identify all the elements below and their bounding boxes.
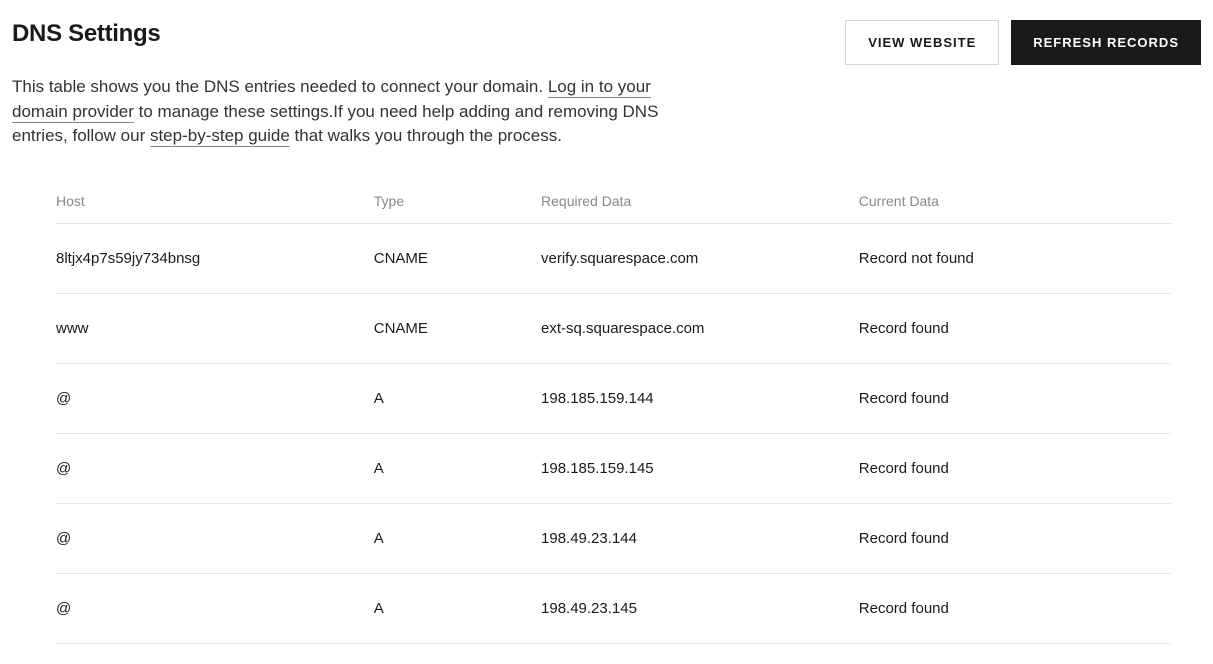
cell-current-data: Record found	[859, 320, 1171, 337]
column-header-current-data: Current Data	[859, 193, 1171, 209]
refresh-records-button[interactable]: REFRESH RECORDS	[1011, 20, 1201, 65]
cell-current-data: Record found	[859, 460, 1171, 477]
cell-current-data: Record found	[859, 530, 1171, 547]
table-header-row: Host Type Required Data Current Data	[56, 181, 1171, 224]
table-row: @A198.185.159.144Record found	[56, 364, 1171, 434]
cell-host: @	[56, 530, 374, 547]
cell-host: @	[56, 600, 374, 617]
cell-current-data: Record found	[859, 600, 1171, 617]
cell-required-data: ext-sq.squarespace.com	[541, 320, 859, 337]
dns-records-table: Host Type Required Data Current Data 8lt…	[12, 181, 1201, 644]
cell-type: A	[374, 600, 541, 617]
cell-required-data: 198.49.23.144	[541, 530, 859, 547]
cell-required-data: 198.49.23.145	[541, 600, 859, 617]
cell-required-data: verify.squarespace.com	[541, 250, 859, 267]
table-row: @A198.185.159.145Record found	[56, 434, 1171, 504]
table-row: @A198.49.23.144Record found	[56, 504, 1171, 574]
cell-host: @	[56, 390, 374, 407]
cell-current-data: Record found	[859, 390, 1171, 407]
table-body: 8ltjx4p7s59jy734bnsgCNAMEverify.squaresp…	[56, 224, 1171, 644]
cell-type: CNAME	[374, 320, 541, 337]
page-description: This table shows you the DNS entries nee…	[12, 75, 682, 149]
cell-type: CNAME	[374, 250, 541, 267]
cell-host: @	[56, 460, 374, 477]
page-header: DNS Settings VIEW WEBSITE REFRESH RECORD…	[12, 20, 1201, 65]
column-header-required-data: Required Data	[541, 193, 859, 209]
cell-host: www	[56, 320, 374, 337]
table-row: wwwCNAMEext-sq.squarespace.comRecord fou…	[56, 294, 1171, 364]
view-website-button[interactable]: VIEW WEBSITE	[845, 20, 999, 65]
table-row: 8ltjx4p7s59jy734bnsgCNAMEverify.squaresp…	[56, 224, 1171, 294]
cell-type: A	[374, 460, 541, 477]
cell-type: A	[374, 390, 541, 407]
step-by-step-guide-link[interactable]: step-by-step guide	[150, 126, 290, 147]
cell-current-data: Record not found	[859, 250, 1171, 267]
column-header-host: Host	[56, 193, 374, 209]
column-header-type: Type	[374, 193, 541, 209]
cell-required-data: 198.185.159.145	[541, 460, 859, 477]
cell-host: 8ltjx4p7s59jy734bnsg	[56, 250, 374, 267]
description-text: This table shows you the DNS entries nee…	[12, 77, 548, 96]
cell-required-data: 198.185.159.144	[541, 390, 859, 407]
page-title: DNS Settings	[12, 20, 160, 48]
description-text: that walks you through the process.	[290, 126, 562, 145]
table-row: @A198.49.23.145Record found	[56, 574, 1171, 644]
cell-type: A	[374, 530, 541, 547]
header-actions: VIEW WEBSITE REFRESH RECORDS	[845, 20, 1201, 65]
